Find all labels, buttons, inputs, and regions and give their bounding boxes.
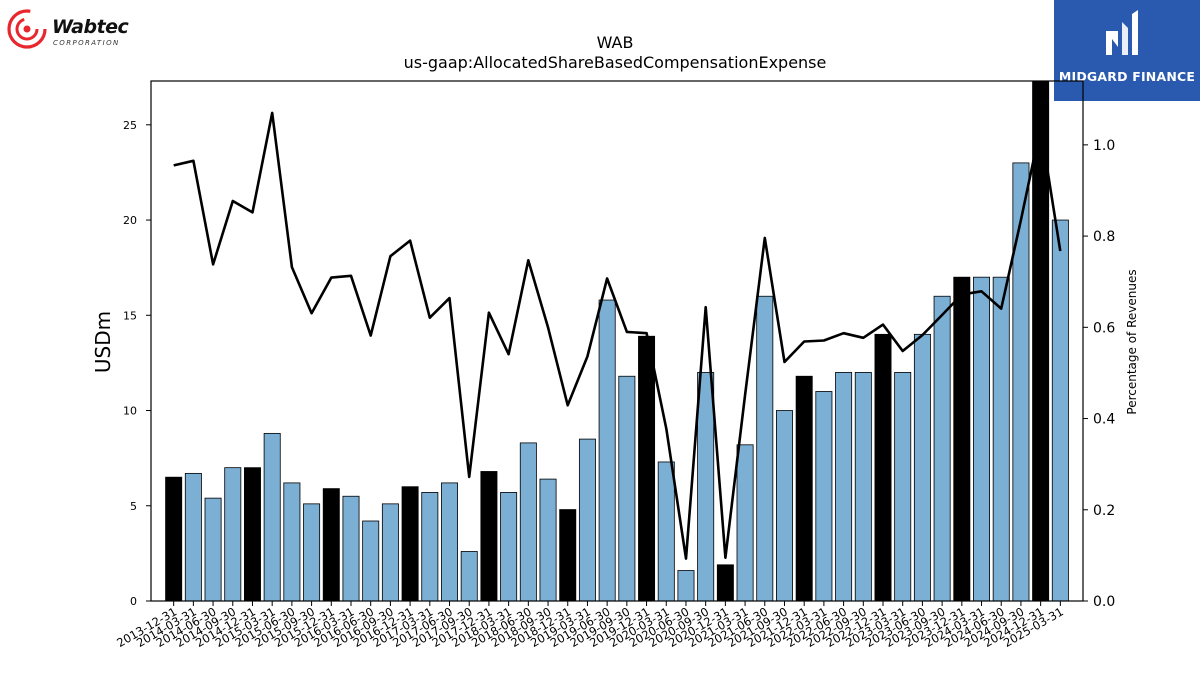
- wabtec-logo-subtext: CORPORATION: [53, 39, 120, 47]
- y-tick-label: 20: [123, 214, 137, 227]
- y2-tick-label: 0.6: [1093, 320, 1115, 336]
- midgard-finance-logo-text: MIDGARD FINANCE: [1058, 69, 1196, 84]
- bar-2020-06-30: [677, 570, 695, 602]
- bar-2016-09-30: [381, 503, 399, 602]
- bar-2019-03-31: [578, 438, 596, 602]
- y-tick-label: 0: [130, 595, 137, 608]
- y2-tick-label: 1.0: [1093, 138, 1115, 154]
- bar-2019-06-30: [598, 299, 616, 602]
- bar-2024-03-31: [973, 276, 991, 602]
- y-axis-right: 0.0 0.2 0.4 0.6 0.8 1.0: [1083, 138, 1115, 610]
- bar-2021-03-31: [736, 444, 754, 602]
- bar-2017-06-30: [441, 482, 458, 602]
- chart-title: WAB: [597, 33, 634, 52]
- bar-2024-09-30: [1012, 162, 1030, 602]
- y2-tick-label: 0.0: [1093, 594, 1115, 610]
- bar-2013-12-31: [165, 476, 183, 602]
- bar-2023-03-31: [894, 372, 912, 602]
- bar-2022-09-30: [854, 372, 872, 602]
- bar-2021-09-30: [776, 410, 793, 602]
- y-tick-label: 25: [123, 119, 137, 132]
- wabtec-logo-text: Wabtec: [52, 16, 129, 38]
- bar-series: [165, 80, 1069, 602]
- bar-2020-09-30: [697, 372, 715, 602]
- chart-subtitle: us-gaap:AllocatedShareBasedCompensationE…: [404, 53, 827, 72]
- bar-2014-12-31: [243, 467, 261, 602]
- bar-2019-09-30: [618, 375, 636, 602]
- bar-2021-06-30: [756, 295, 774, 602]
- bar-2016-12-31: [401, 486, 419, 602]
- y-tick-label: 15: [123, 309, 137, 322]
- bar-2018-06-30: [519, 442, 537, 602]
- bar-2014-06-30: [204, 497, 222, 602]
- midgard-emblem-icon: [1106, 10, 1138, 55]
- y2-tick-label: 0.8: [1093, 229, 1115, 245]
- y-axis-left: 0 5 10 15 20 25: [123, 119, 151, 608]
- bar-2019-12-31: [638, 335, 656, 602]
- bar-2023-12-31: [953, 276, 971, 602]
- bar-2025-03-31: [1051, 219, 1069, 602]
- bar-2017-12-31: [480, 471, 498, 602]
- bar-2016-06-30: [362, 520, 380, 602]
- bar-2017-09-30: [460, 551, 478, 602]
- y-tick-label: 10: [123, 405, 137, 418]
- bar-2016-03-31: [342, 495, 360, 602]
- bar-2018-12-31: [559, 509, 577, 602]
- line-series: [173, 111, 1062, 560]
- plot-frame: [150, 80, 1084, 602]
- y2-axis-label: Percentage of Revenues: [1125, 269, 1139, 414]
- bar-2020-12-31: [716, 564, 734, 602]
- y2-tick-label: 0.4: [1093, 412, 1115, 428]
- bar-2022-12-31: [874, 333, 892, 602]
- bar-2015-03-31: [263, 432, 281, 602]
- y-tick-label: 5: [130, 500, 137, 513]
- bar-2015-12-31: [322, 488, 340, 602]
- y-axis-label: USDm: [91, 311, 115, 373]
- bar-2018-03-31: [500, 492, 518, 602]
- x-axis: 2013-12-312014-03-312014-06-302014-09-30…: [114, 601, 1066, 650]
- midgard-finance-logo: MIDGARD FINANCE: [1054, 0, 1200, 101]
- wabtec-logo: Wabtec CORPORATION: [6, 6, 146, 52]
- bar-2017-03-31: [421, 492, 439, 602]
- bar-2024-06-30: [992, 276, 1010, 602]
- bar-2018-09-30: [539, 478, 557, 602]
- wabtec-emblem-icon: [7, 9, 47, 49]
- bar-2014-09-30: [224, 467, 242, 602]
- bar-2022-06-30: [835, 372, 853, 602]
- bar-2022-03-31: [815, 391, 833, 602]
- bar-2014-03-31: [184, 472, 202, 602]
- y2-tick-label: 0.2: [1093, 503, 1115, 519]
- bar-2023-06-30: [913, 333, 931, 602]
- bar-2020-03-31: [657, 461, 675, 602]
- percentage-of-revenues-line: [173, 111, 1062, 560]
- bar-2023-09-30: [933, 295, 951, 602]
- bar-2021-12-31: [795, 375, 813, 602]
- bar-2015-09-30: [303, 503, 321, 602]
- bar-2015-06-30: [283, 482, 301, 602]
